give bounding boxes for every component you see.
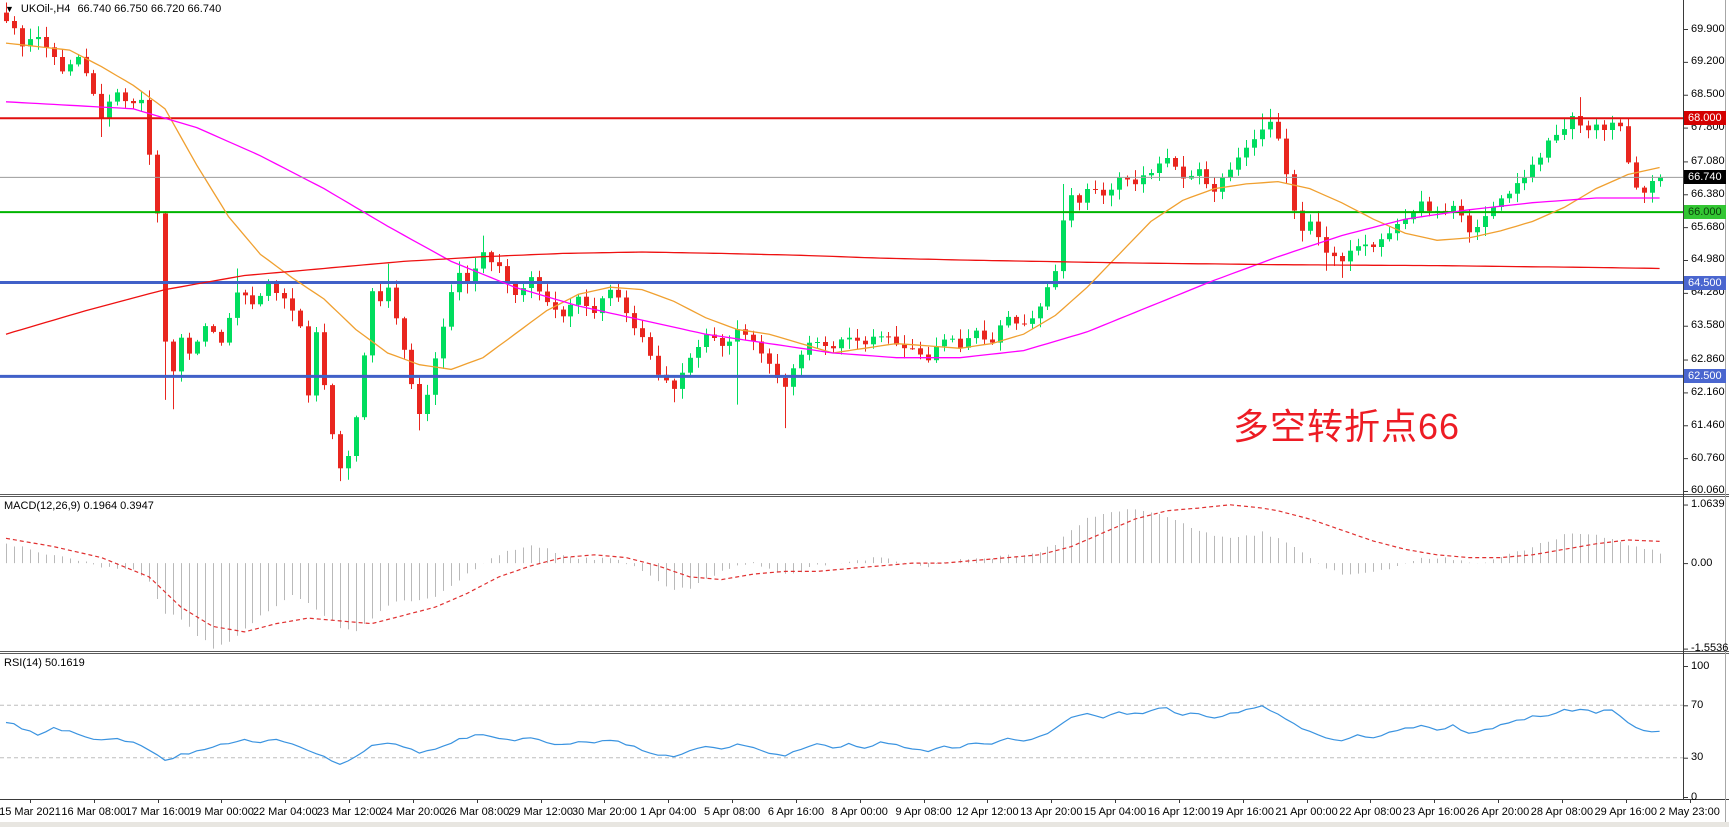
time-tick-label: 19 Apr 16:00 <box>1211 806 1274 818</box>
price-tick-label: 60.760 <box>1691 451 1725 464</box>
price-level-badge[interactable]: 68.000 <box>1684 111 1726 126</box>
macd-tick-label: -1.5536 <box>1691 642 1729 655</box>
time-tick-label: 13 Apr 20:00 <box>1020 806 1083 818</box>
time-tick-label: 16 Mar 08:00 <box>61 806 127 818</box>
price-tick-label: 62.860 <box>1691 353 1725 366</box>
medium-ma-line <box>5 101 1660 359</box>
time-tick-label: 6 Apr 16:00 <box>767 806 825 818</box>
macd-tick-label: 0.00 <box>1691 556 1713 569</box>
price-tick-label: 65.680 <box>1691 220 1725 233</box>
chart-symbol-period: UKOil-,H4 <box>20 3 71 15</box>
current-price-badge: 66.740 <box>1684 170 1726 185</box>
time-tick-label: 5 Apr 08:00 <box>703 806 761 818</box>
time-tick-label: 15 Apr 04:00 <box>1083 806 1147 818</box>
rsi-tick-label: 0 <box>1691 790 1698 803</box>
time-tick-label: 1 Apr 04:00 <box>640 806 697 818</box>
price-annotation: 多空转折点66 <box>1233 406 1461 447</box>
price-tick-label: 63.580 <box>1691 319 1725 332</box>
price-tick-label: 66.380 <box>1691 187 1725 200</box>
fast-ma-line <box>5 42 1660 371</box>
time-tick-label: 29 Apr 16:00 <box>1594 806 1657 818</box>
macd-tick-label: 1.0639 <box>1691 498 1725 511</box>
time-tick-label: 15 Mar 2021 <box>0 806 61 818</box>
rsi-indicator-label: RSI(14) 50.1619 <box>4 657 85 669</box>
time-tick-label: 19 Mar 00:00 <box>189 806 254 818</box>
macd-signal-line <box>5 504 1660 633</box>
price-axis[interactable]: 69.900 69.200 68.500 67.800 67.080 66.380 65.6… <box>1683 0 1729 800</box>
chart-ohlc-values: 66.740 66.750 66.720 66.740 <box>77 3 222 15</box>
price-tick-label: 67.080 <box>1691 154 1725 167</box>
time-tick-label: 12 Apr 12:00 <box>956 806 1019 818</box>
rsi-tick-label: 100 <box>1691 659 1710 672</box>
time-tick-label: 2 May 23:00 <box>1659 806 1720 818</box>
price-tick-label: 69.900 <box>1691 22 1725 35</box>
slow-ma-line <box>5 251 1660 335</box>
rsi-tick-label: 30 <box>1691 751 1704 764</box>
time-tick-label: 23 Mar 12:00 <box>316 806 382 818</box>
rsi-line <box>5 705 1660 765</box>
macd-histogram <box>6 509 1661 649</box>
rsi-tick-label: 70 <box>1691 698 1704 711</box>
time-tick-label: 22 Apr 08:00 <box>1339 806 1402 818</box>
time-tick-label: 22 Mar 04:00 <box>252 806 318 818</box>
price-tick-label: 64.980 <box>1691 253 1725 266</box>
window-bottom-edge <box>0 822 1729 827</box>
price-level-badge[interactable]: 62.500 <box>1684 369 1726 384</box>
price-tick-label: 68.500 <box>1691 88 1725 101</box>
macd-indicator-label: MACD(12,26,9) 0.1964 0.3947 <box>4 500 154 512</box>
time-tick-label: 30 Mar 20:00 <box>572 806 637 818</box>
time-tick-label: 26 Apr 20:00 <box>1466 806 1530 818</box>
price-tick-label: 62.160 <box>1691 385 1725 398</box>
time-axis[interactable]: 15 Mar 2021 16 Mar 08:00 17 Mar 16:00 19 Ma… <box>0 800 1729 827</box>
price-tick-label: 60.060 <box>1691 484 1725 497</box>
price-tick-label: 61.460 <box>1691 418 1725 431</box>
time-tick-label: 9 Apr 08:00 <box>895 806 952 818</box>
time-tick-label: 8 Apr 00:00 <box>831 806 888 818</box>
price-tick-label: 69.200 <box>1691 55 1725 68</box>
time-tick-label: 21 Apr 00:00 <box>1275 806 1338 818</box>
price-level-badge[interactable]: 66.000 <box>1684 205 1726 220</box>
chart-dropdown-icon[interactable]: ▼ <box>5 3 14 14</box>
time-tick-label: 23 Apr 16:00 <box>1403 806 1466 818</box>
time-tick-label: 29 Mar 12:00 <box>508 806 574 818</box>
time-tick-label: 17 Mar 16:00 <box>125 806 191 818</box>
time-tick-label: 28 Apr 08:00 <box>1530 806 1594 818</box>
price-level-badge[interactable]: 64.500 <box>1684 275 1726 290</box>
time-tick-label: 26 Mar 08:00 <box>444 806 510 818</box>
time-tick-label: 24 Mar 20:00 <box>380 806 446 818</box>
chart-title: ▼ UKOil-,H4 66.740 66.750 66.720 66.740 <box>5 3 221 15</box>
time-tick-label: 16 Apr 12:00 <box>1147 806 1211 818</box>
candles <box>4 2 1663 482</box>
